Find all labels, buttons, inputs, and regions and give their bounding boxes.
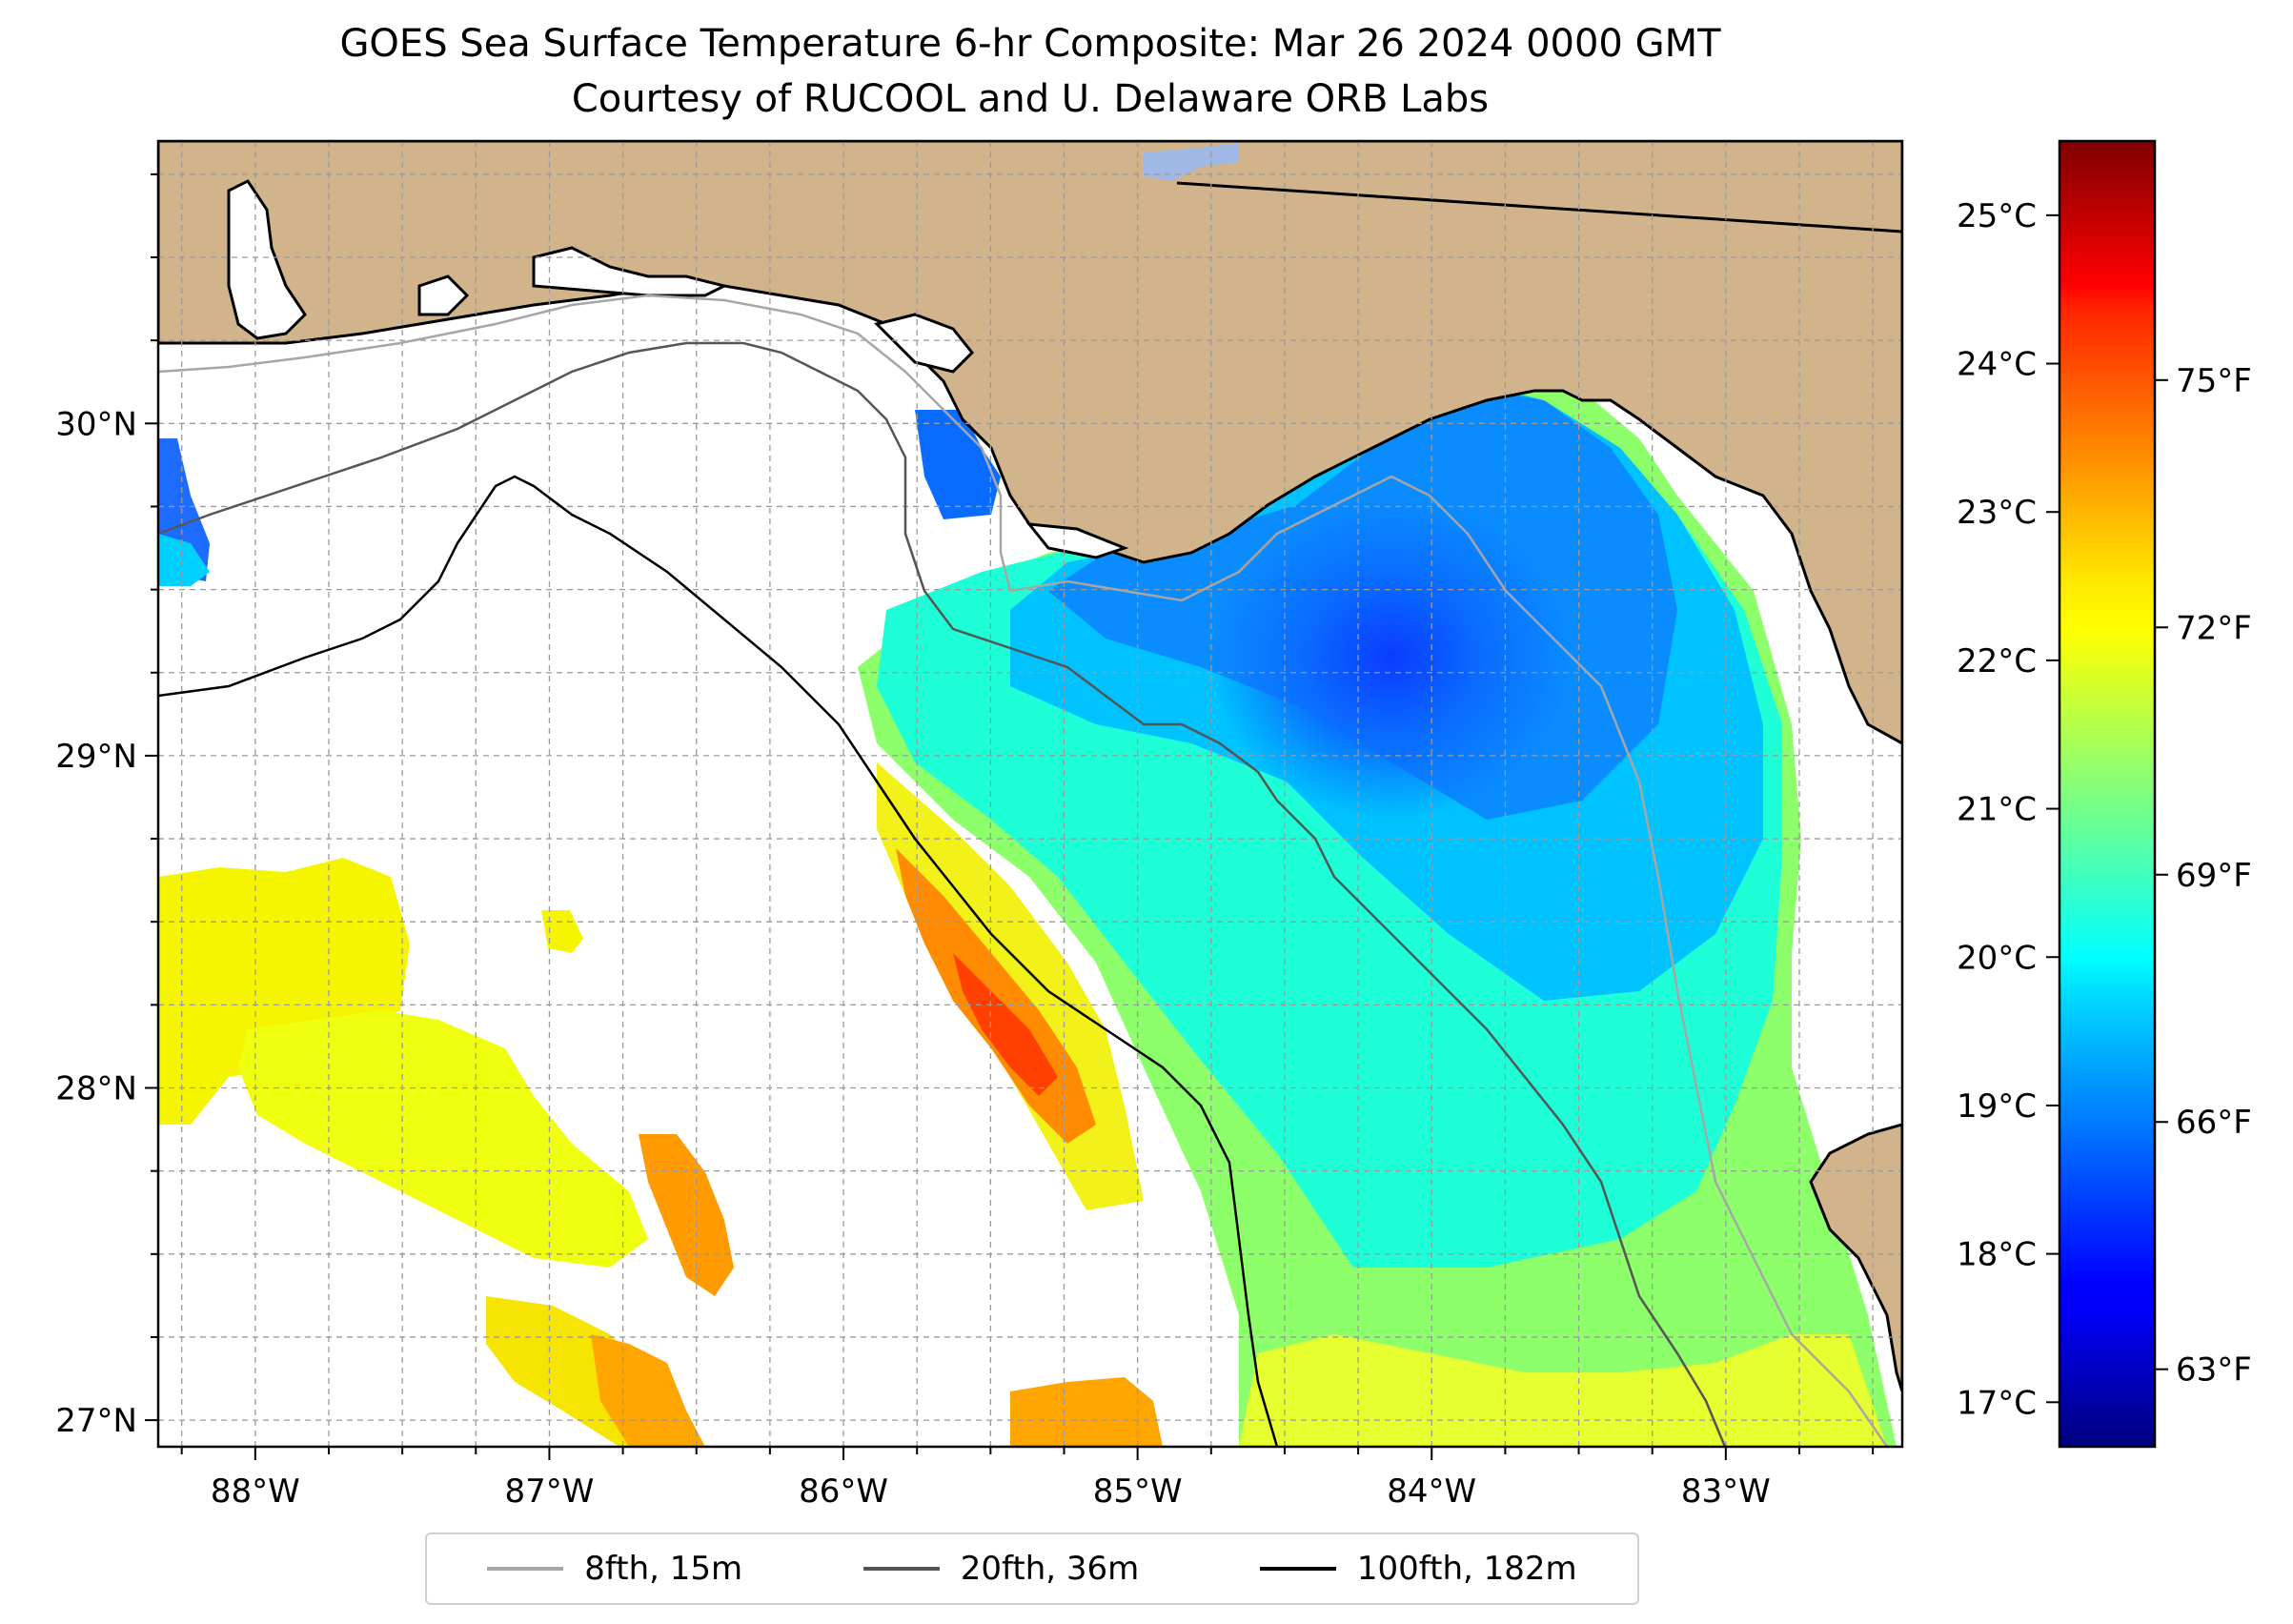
land-peninsula-tampa <box>1809 1123 1902 1392</box>
pensacola-bay <box>417 274 470 316</box>
lake-seminole <box>1144 143 1239 181</box>
sst-nw-cyan <box>158 534 210 586</box>
legend-label-8fth: 8fth, 15m <box>584 1550 743 1588</box>
sst-west-yellow-2 <box>238 1010 648 1268</box>
map-frame <box>156 139 1904 1449</box>
cbar-c-label: 21°C <box>1957 791 2037 829</box>
sst-west-orange-2 <box>591 1334 705 1447</box>
cbar-f-label: 66°F <box>2176 1104 2252 1142</box>
sst-west-yellow-1 <box>158 858 410 1125</box>
colorbar-gradient <box>2058 139 2157 1449</box>
contour-100fth <box>158 475 1279 1447</box>
colorbar-fahrenheit-ticks: 63°F 66°F 69°F 72°F 75°F <box>2155 362 2252 1390</box>
choctawhatchee-bay <box>532 246 729 297</box>
lon-tick-label: 84°W <box>1387 1472 1476 1511</box>
state-boundary <box>1176 181 1902 233</box>
colorbar: 17°C 18°C 19°C 20°C 21°C 22°C 23°C 24°C 25°C 63°… <box>1957 139 2252 1449</box>
lat-tick-label: 30°N <box>55 405 137 443</box>
legend-entry-20fth: 20fth, 36m <box>862 1550 1140 1588</box>
cbar-c-label: 19°C <box>1957 1087 2037 1126</box>
legend-label-20fth: 20fth, 36m <box>960 1550 1140 1588</box>
sst-coast-blue-patch <box>915 410 1001 519</box>
legend-line-20fth <box>862 1567 940 1571</box>
sst-cool-core <box>1210 496 1573 820</box>
lat-tick-label: 29°N <box>55 738 137 776</box>
lat-tick-label: 28°N <box>55 1070 137 1108</box>
cbar-f-label: 63°F <box>2176 1351 2252 1390</box>
cbar-f-label: 69°F <box>2176 857 2252 895</box>
contour-legend: 8fth, 15m 20fth, 36m 100fth, 182m <box>425 1533 1639 1605</box>
sst-warm-red <box>953 953 1058 1096</box>
contour-20fth <box>158 341 1727 1447</box>
latitude-axis: 30°N 29°N 28°N 27°N <box>55 173 158 1440</box>
sst-south-orange-1 <box>1010 1377 1163 1447</box>
sst-field <box>158 381 1897 1447</box>
legend-entry-100fth: 100fth, 182m <box>1259 1550 1577 1588</box>
lon-tick-label: 87°W <box>504 1472 594 1511</box>
chart-subtitle: Courtesy of RUCOOL and U. Delaware ORB L… <box>571 77 1490 121</box>
cbar-f-label: 75°F <box>2176 362 2252 400</box>
cbar-c-label: 24°C <box>1957 346 2037 384</box>
legend-label-100fth: 100fth, 182m <box>1356 1550 1577 1588</box>
bays <box>227 179 1129 559</box>
lon-tick-label: 88°W <box>211 1472 300 1511</box>
sst-west-orange-1 <box>639 1134 734 1296</box>
legend-entry-8fth: 8fth, 15m <box>487 1550 742 1588</box>
cbar-c-label: 25°C <box>1957 197 2037 235</box>
cbar-c-label: 22°C <box>1957 642 2037 680</box>
sst-southeast-yellow <box>1239 1334 1887 1447</box>
cbar-c-label: 20°C <box>1957 939 2037 977</box>
cbar-c-label: 18°C <box>1957 1236 2037 1274</box>
legend-line-100fth <box>1259 1567 1336 1571</box>
lon-tick-label: 85°W <box>1093 1472 1183 1511</box>
lon-tick-label: 86°W <box>799 1472 888 1511</box>
gridlines <box>158 141 1902 1447</box>
apalachicola-bay <box>1025 522 1129 559</box>
colorbar-celsius-ticks: 17°C 18°C 19°C 20°C 21°C 22°C 23°C 24°C 25°C <box>1957 197 2060 1422</box>
lat-tick-label: 27°N <box>55 1402 137 1440</box>
longitude-axis: 88°W 87°W 86°W 85°W 84°W 83°W <box>180 1447 1875 1511</box>
cbar-c-label: 23°C <box>1957 494 2037 532</box>
lon-tick-label: 83°W <box>1681 1472 1771 1511</box>
sst-small-yellow-1 <box>541 910 583 953</box>
st-andrews-bay <box>874 313 975 374</box>
legend-line-8fth <box>487 1567 564 1571</box>
cbar-f-label: 72°F <box>2176 609 2252 647</box>
contour-8fth <box>158 294 1889 1447</box>
chart-title: GOES Sea Surface Temperature 6-hr Compos… <box>339 22 1721 66</box>
cbar-c-label: 17°C <box>1957 1384 2037 1422</box>
mobile-bay <box>227 179 307 340</box>
